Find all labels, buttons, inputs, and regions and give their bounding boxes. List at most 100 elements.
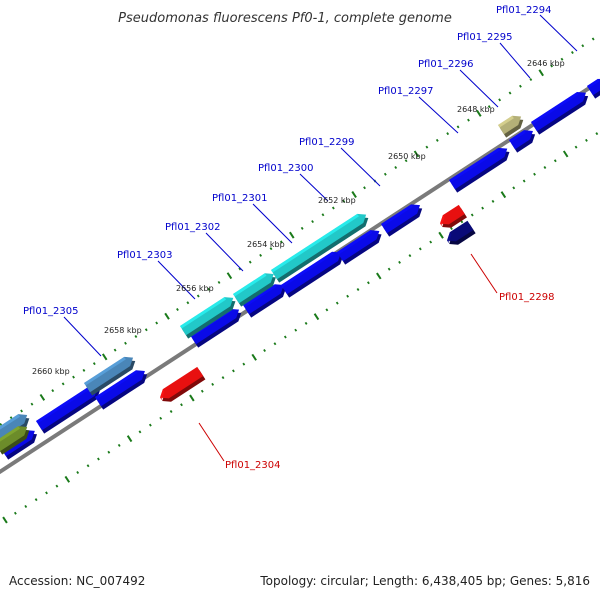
tick-mark-lower [387,267,391,271]
tick-mark-lower [24,504,28,508]
tick-mark-upper [164,312,170,320]
tick-mark-lower [211,382,215,386]
tick-mark-lower [533,172,536,176]
tick-mark-lower [450,227,453,231]
gene-label-pfl01-2297[interactable]: Pfl01_2297 [378,86,434,97]
gene-blue-j-highlight [509,130,526,143]
tick-mark-lower [2,516,8,524]
tick-mark-upper [394,165,398,169]
scale-label-2660: 2660 kbp [32,367,70,376]
tick-mark-upper [134,335,138,339]
gene-label-pfl01-2294[interactable]: Pfl01_2294 [496,5,552,16]
gene-navy-a-highlight [447,232,452,244]
gene-label-pfl01-2300[interactable]: Pfl01_2300 [258,163,314,174]
gene-label-pfl01-2298[interactable]: Pfl01_2298 [499,292,555,303]
tick-mark-lower [438,231,444,239]
gene-red-b [160,366,206,402]
tick-mark-lower [325,308,329,312]
tick-mark-lower [418,247,422,251]
tick-mark-upper [82,368,86,372]
gene-navy-a-face [447,220,474,242]
tick-mark-upper [259,253,263,257]
gene-cyan-a [180,297,236,339]
tick-mark-upper [487,105,491,109]
tick-mark-lower [460,220,464,224]
gene-blue-j [509,130,536,153]
tick-mark-lower [313,313,320,321]
scale-label-2652: 2652 kbp [318,196,356,205]
gene-blue-i [449,147,510,193]
tick-mark-lower [107,450,111,454]
tick-mark-lower [562,150,569,158]
tick-mark-lower [398,260,401,264]
gene-label-pfl01-2302[interactable]: Pfl01_2302 [165,222,221,233]
tick-mark-lower [585,138,588,142]
tick-mark-upper [238,267,242,271]
leader-pfl01-2305 [63,316,102,357]
gene-steel-b-highlight [0,414,20,430]
tick-mark-lower [500,191,507,199]
leader-pfl01-2298 [470,253,498,294]
gene-label-pfl01-2303[interactable]: Pfl01_2303 [117,250,173,261]
gene-steel-b-face [0,414,28,440]
tick-mark-lower [159,416,163,420]
tick-mark-lower [138,430,142,434]
tick-mark-upper [351,191,357,198]
tick-mark-lower [273,342,277,346]
tick-mark-upper [467,118,470,122]
gene-olive-a-highlight [0,426,20,442]
tick-mark-upper [0,422,3,426]
gene-red-a-face [440,204,465,225]
gene-label-pfl01-2295[interactable]: Pfl01_2295 [457,32,513,43]
gene-khaki-a [498,115,524,138]
tick-mark-upper [217,280,221,284]
tick-mark-upper [560,57,564,61]
tick-mark-lower [346,294,350,298]
tick-mark-upper [331,206,335,210]
tick-mark-upper [72,375,75,379]
tick-mark-upper [51,389,55,393]
tick-mark-upper [155,321,159,325]
tick-mark-upper [186,301,190,305]
gene-blue-i-face [449,147,508,190]
tick-mark-upper [508,91,512,95]
leader-pfl01-2304 [198,422,225,462]
gene-blue-k-highlight [531,91,579,125]
gene-label-pfl01-2299[interactable]: Pfl01_2299 [299,137,355,148]
gene-cyan-b [233,273,276,307]
tick-mark-lower [481,206,485,210]
gene-blue-e [243,284,286,318]
leader-pfl01-2297 [418,96,459,134]
gene-blue-h [381,204,423,237]
leader-pfl01-2300 [299,173,329,202]
genome-summary-text: Topology: circular; Length: 6,438,405 bp… [259,574,590,588]
gene-label-pfl01-2296[interactable]: Pfl01_2296 [418,59,474,70]
scale-label-2654: 2654 kbp [247,240,285,249]
tick-mark-lower [76,471,80,475]
gene-blue-f [281,251,344,298]
tick-mark-lower [283,335,287,339]
tick-mark-lower [126,435,133,443]
gene-features [0,78,600,460]
tick-mark-lower [117,443,121,447]
gene-blue-c [95,370,148,410]
tick-mark-lower [408,254,412,258]
gene-olive-a [0,426,30,455]
tick-mark-upper [446,132,450,136]
gene-blue-e-face [243,284,284,315]
tick-mark-upper [113,348,117,352]
tick-mark-upper [538,69,544,77]
label-leader-lines [63,14,578,462]
gene-label-pfl01-2304[interactable]: Pfl01_2304 [225,460,281,471]
gene-khaki-a-highlight [498,115,514,128]
gene-cyan-c-highlight [271,213,359,273]
leader-pfl01-2294 [539,14,578,52]
gene-label-pfl01-2301[interactable]: Pfl01_2301 [212,193,268,204]
gene-label-pfl01-2305[interactable]: Pfl01_2305 [23,306,79,317]
scale-label-2648: 2648 kbp [457,105,495,114]
tick-mark-upper [425,145,429,149]
gene-red-b-highlight [160,389,165,401]
tick-mark-upper [456,125,460,129]
tick-mark-upper [101,353,108,361]
tick-mark-upper [20,409,23,413]
